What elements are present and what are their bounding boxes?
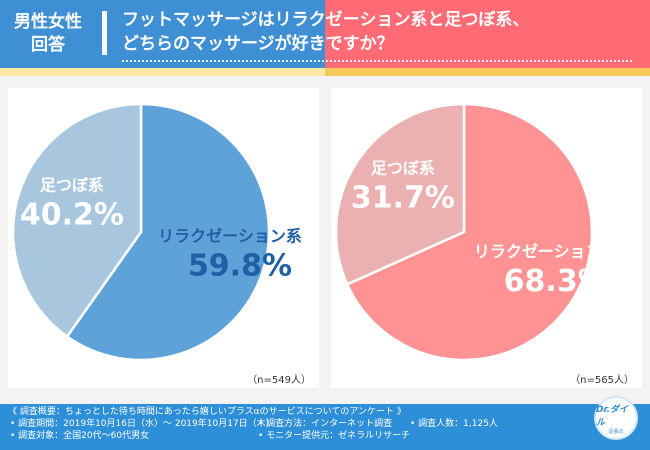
male-chart-panel: リラクゼーション系 59.8% 足つぼ系 40.2% （n=549人） xyxy=(8,88,319,388)
survey-footer: 《 調査概要：ちょっとした待ち時間にあったら嬉しいプラスαのサービスについてのア… xyxy=(0,404,650,450)
brand-logo-sub: 足裏の xyxy=(608,428,624,435)
respondent-tag-line2: 回答 xyxy=(31,35,65,55)
respondent-tag: 男性女性 回答 xyxy=(0,0,96,68)
pie-slice-reflexology xyxy=(11,102,143,339)
pie-slice-relaxation xyxy=(345,102,594,362)
header-bar: 男性女性 回答 フットマッサージはリラクゼーション系と足つぼ系、 どちらのマッサ… xyxy=(0,0,650,68)
female-pie-chart: リラクゼーション系 68.3% 足つぼ系 31.7% xyxy=(334,102,618,362)
respondent-tag-line1: 男性女性 xyxy=(14,12,82,32)
slice-percent-label: 68.3% xyxy=(504,264,608,299)
female-sample-size: （n=565人） xyxy=(570,375,634,386)
slice-category-label: 足つぼ系 xyxy=(40,176,104,195)
slice-percent-label: 59.8% xyxy=(188,248,292,283)
survey-provider: • モニター提供元：ゼネラルリサーチ xyxy=(258,431,411,441)
brand-logo-name: Dr.ダイル xyxy=(596,404,629,428)
survey-count: • 調査人数：1,125人 xyxy=(410,419,498,429)
pie-slice-reflexology xyxy=(334,102,466,286)
slice-percent-label: 40.2% xyxy=(20,198,124,233)
male-sample-size: （n=549人） xyxy=(247,375,311,386)
survey-target: • 調査対象：全国20代～60代男女 xyxy=(10,431,150,441)
survey-method: • 調査方法：インターネット調査 xyxy=(258,419,393,429)
slice-percent-label: 31.7% xyxy=(351,181,455,216)
female-chart-panel: リラクゼーション系 68.3% 足つぼ系 31.7% （n=565人） xyxy=(331,88,642,388)
slice-category-label: 足つぼ系 xyxy=(371,159,435,178)
slice-category-label: リラクゼーション系 xyxy=(474,242,618,261)
slice-category-label: リラクゼーション系 xyxy=(158,226,302,245)
survey-question: フットマッサージはリラクゼーション系と足つぼ系、 どちらのマッサージが好きですか… xyxy=(122,8,642,56)
pie-slice-relaxation xyxy=(65,102,271,362)
survey-question-line1: フットマッサージはリラクゼーション系と足つぼ系、 xyxy=(122,10,530,30)
survey-overview: 《 調査概要：ちょっとした待ち時間にあったら嬉しいプラスαのサービスについてのア… xyxy=(8,407,406,417)
header-divider xyxy=(102,11,107,55)
accent-stripe-right xyxy=(325,68,650,76)
survey-question-line2: どちらのマッサージが好きですか？ xyxy=(122,34,394,54)
survey-period: • 調査期間：2019年10月16日（水）～ 2019年10月17日（木） xyxy=(10,419,275,429)
header-dotted-rule xyxy=(122,60,632,62)
male-pie-chart: リラクゼーション系 59.8% 足つぼ系 40.2% xyxy=(11,102,302,362)
accent-stripe-left xyxy=(0,68,325,76)
brand-logo: Dr.ダイル 足裏の xyxy=(594,396,638,440)
